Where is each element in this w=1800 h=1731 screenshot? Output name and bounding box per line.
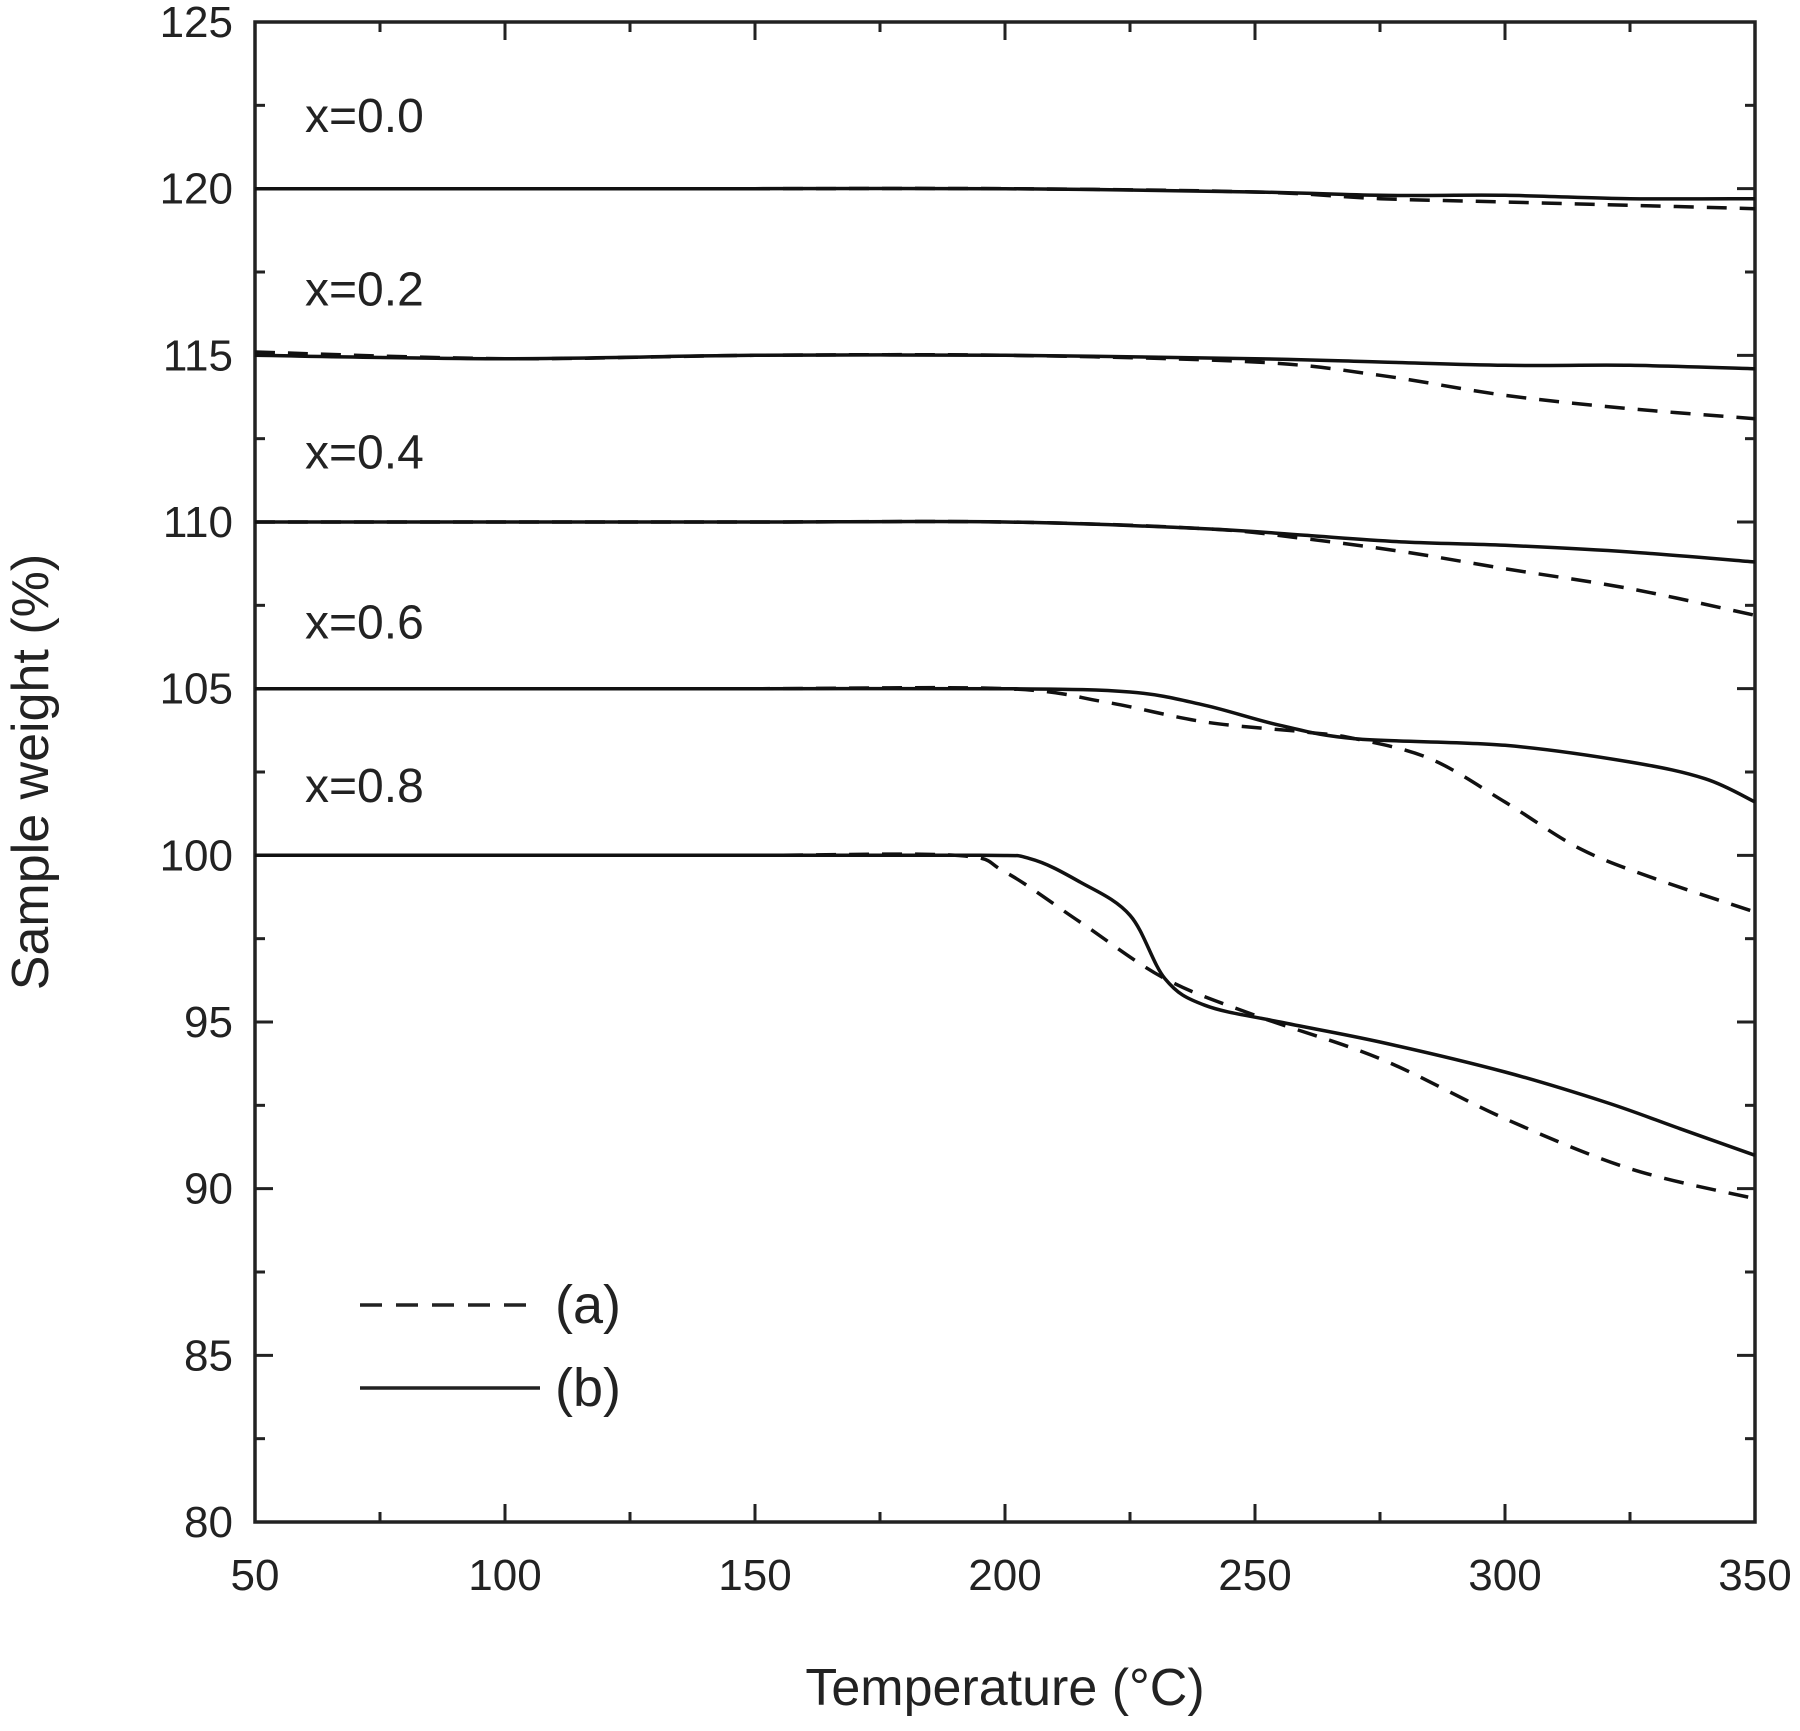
- y-tick-label: 115: [163, 331, 233, 380]
- x-tick-label: 350: [1718, 1551, 1791, 1600]
- curve-label: x=0.2: [305, 263, 424, 316]
- series-line-x-0-2-solid: [254, 353, 1756, 371]
- curve-label: x=0.4: [305, 427, 424, 480]
- series-line-x-0-4-solid: [255, 519, 1756, 564]
- plot-frame: [253, 20, 1757, 1524]
- x-tick-label: 150: [718, 1551, 791, 1600]
- y-tick-label: 90: [184, 1165, 233, 1214]
- legend-label-a: (a): [555, 1275, 621, 1335]
- series-line-x-0-8-solid: [255, 853, 1756, 1157]
- data-curves: [254, 186, 1756, 1201]
- y-tick-label: 100: [160, 831, 233, 880]
- y-tick-label: 110: [163, 498, 233, 547]
- axis-ticks: 50 100 150 200 250 300 350 80 85 90 95 100 105 110 115…: [160, 0, 1792, 1600]
- series-line-x-0-4-dashed: [255, 519, 1756, 618]
- x-tick-label: 100: [468, 1551, 541, 1600]
- x-tick-label: 250: [1218, 1551, 1291, 1600]
- x-tick-label: 200: [968, 1551, 1041, 1600]
- series-line-x-0-2-dashed: [254, 350, 1756, 421]
- series-line-x-0-6-dashed: [254, 685, 1756, 914]
- x-tick-label: 50: [231, 1551, 280, 1600]
- y-axis-title: Sample weight (%): [2, 554, 60, 990]
- series-line-x-0-0-dashed: [255, 186, 1756, 211]
- curve-labels: x=0.0 x=0.2 x=0.4 x=0.6 x=0.8: [305, 90, 424, 813]
- y-tick-label: 105: [160, 665, 233, 714]
- x-axis-title: Temperature (°C): [805, 1659, 1204, 1717]
- legend: (a) (b): [360, 1275, 621, 1418]
- y-tick-label: 85: [184, 1331, 233, 1380]
- curve-label: x=0.8: [305, 760, 424, 813]
- legend-label-b: (b): [555, 1358, 621, 1418]
- y-tick-label: 80: [184, 1498, 233, 1547]
- y-tick-label: 120: [160, 165, 233, 214]
- curve-label: x=0.6: [305, 597, 424, 650]
- series-line-x-0-6-solid: [254, 686, 1756, 804]
- y-tick-label: 125: [160, 0, 233, 47]
- series-line-x-0-8-dashed: [255, 852, 1756, 1201]
- curve-label: x=0.0: [305, 90, 424, 143]
- y-tick-label: 95: [184, 998, 233, 1047]
- series-line-x-0-0-solid: [255, 186, 1756, 201]
- x-tick-label: 300: [1468, 1551, 1541, 1600]
